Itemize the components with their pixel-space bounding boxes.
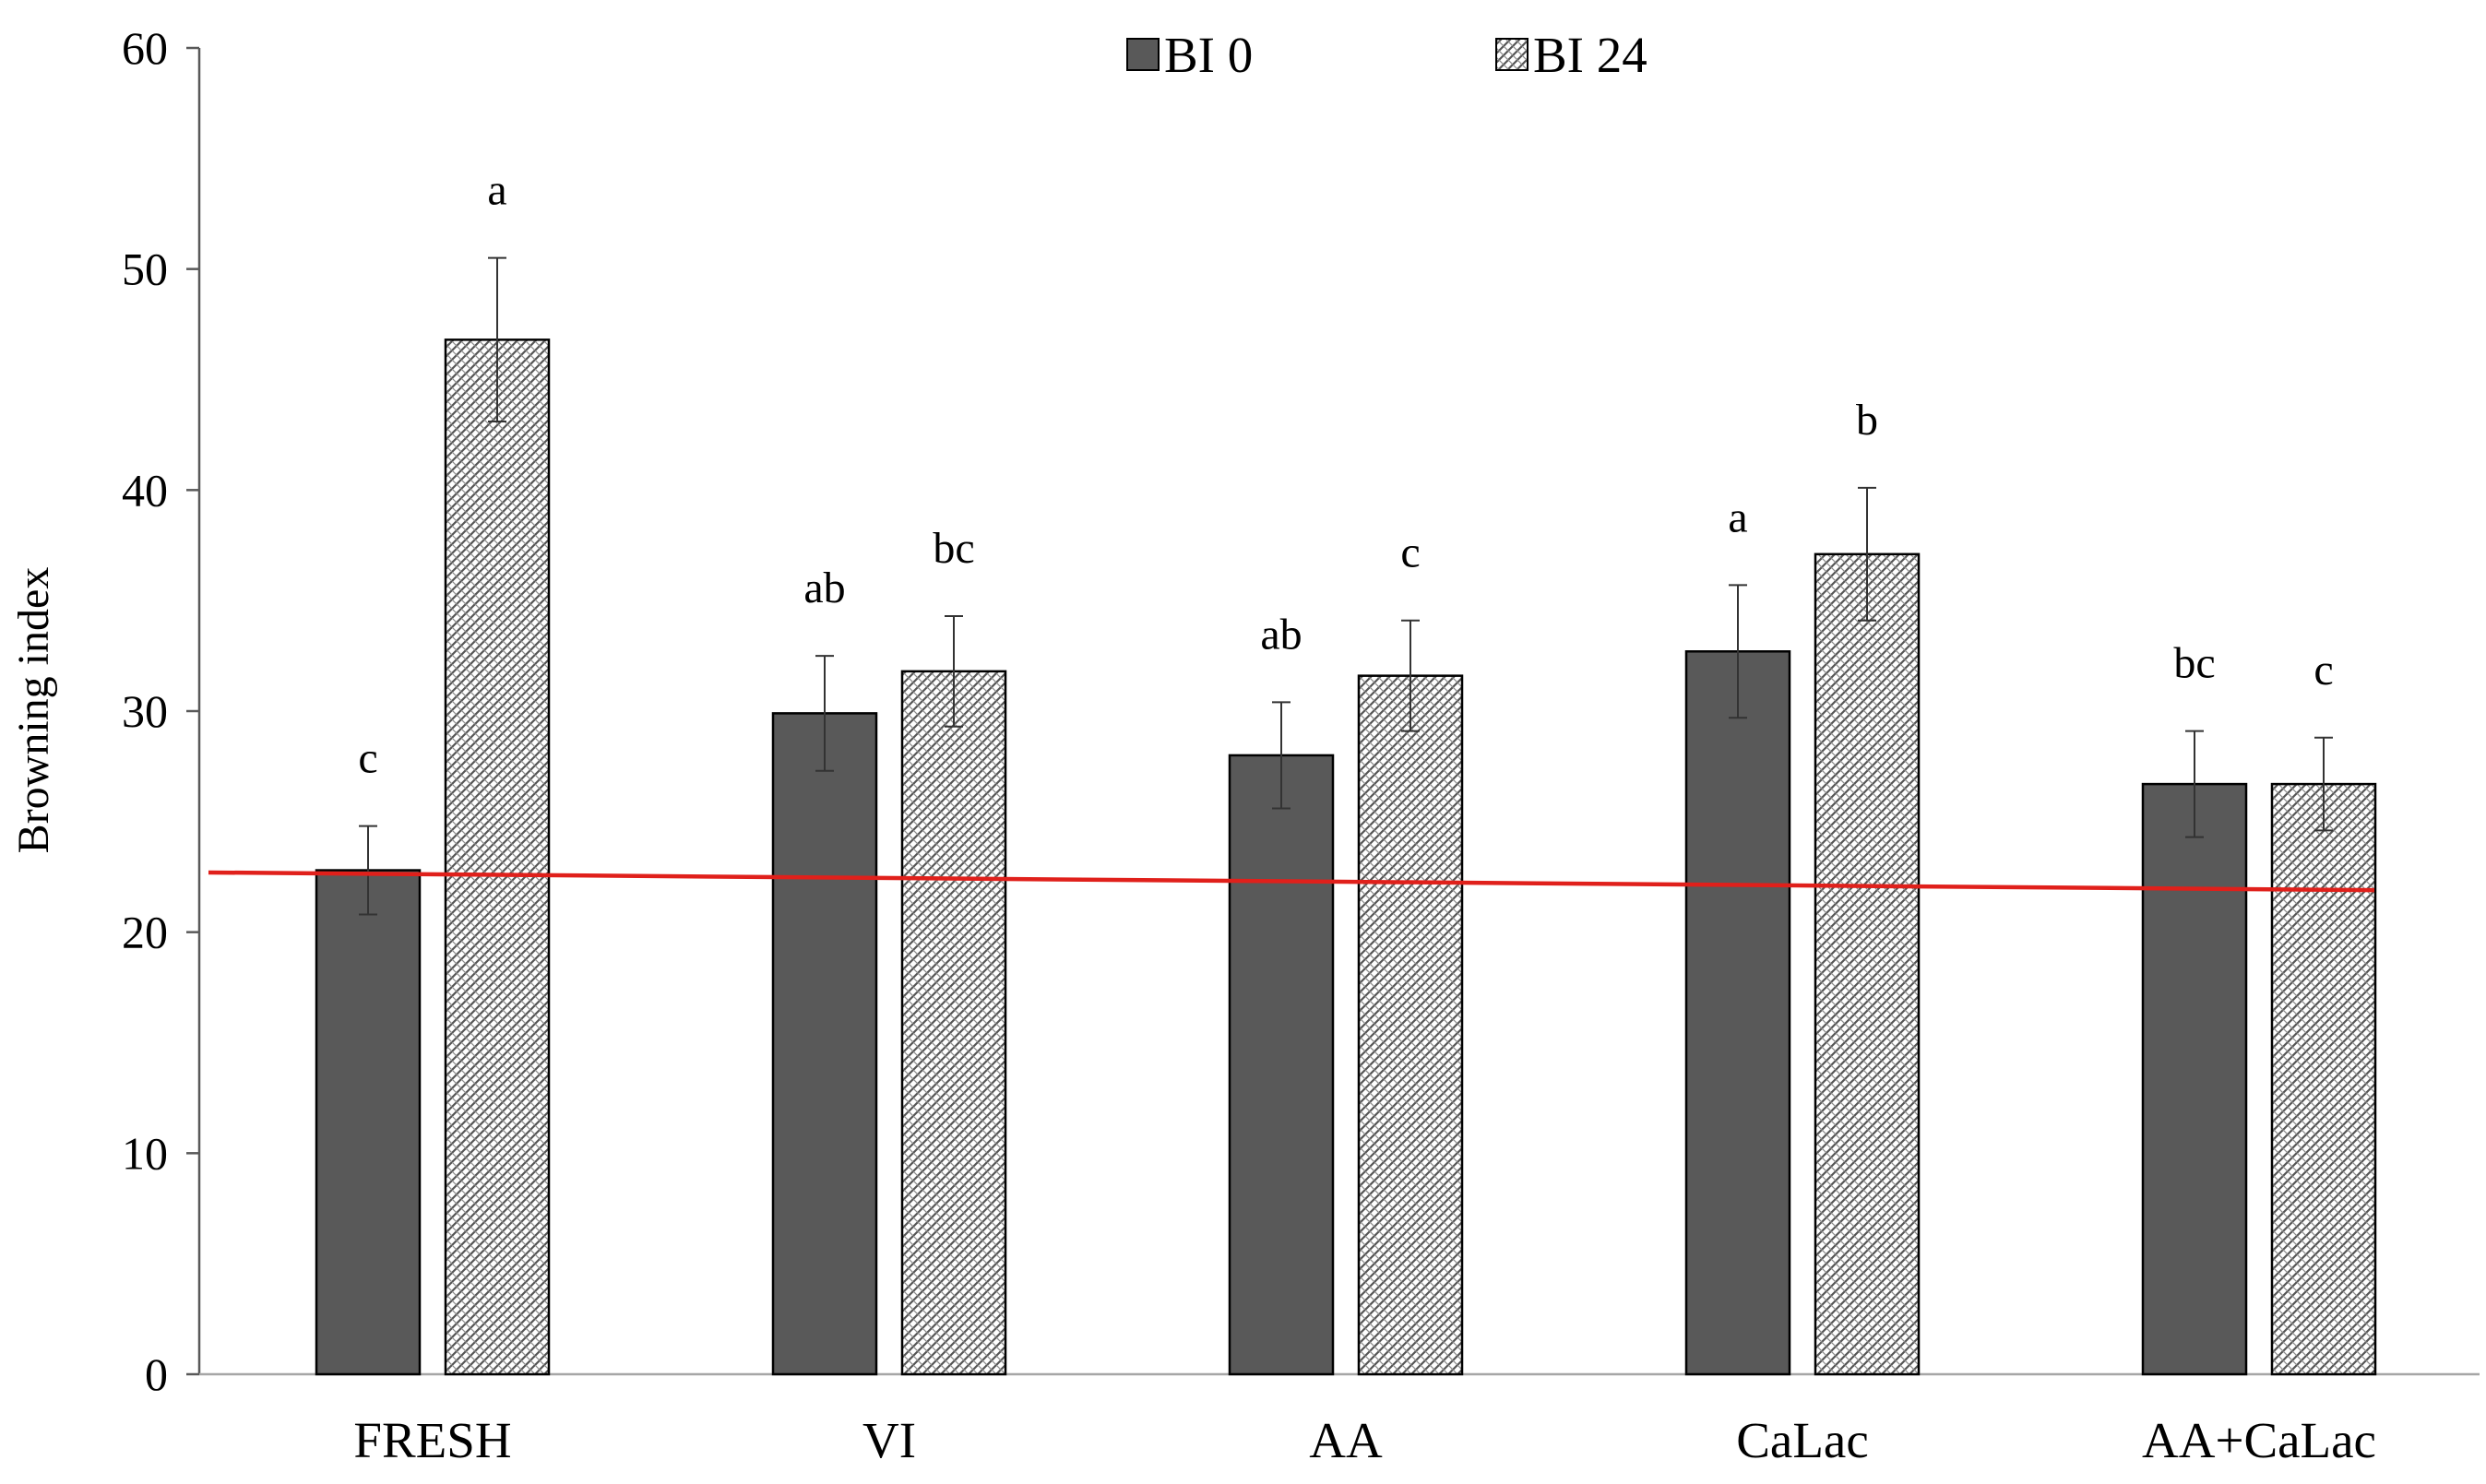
significance-label: c bbox=[358, 734, 377, 783]
y-axis-title: Browning index bbox=[9, 567, 58, 854]
x-tick-label: AA+CaLac bbox=[2142, 1412, 2376, 1468]
x-tick-label: VI bbox=[862, 1412, 916, 1468]
significance-label: c bbox=[1400, 528, 1420, 577]
bar-bi0 bbox=[1228, 754, 1335, 1376]
legend-label: BI 0 bbox=[1164, 27, 1253, 83]
y-tick-label: 60 bbox=[122, 22, 168, 74]
significance-label: ab bbox=[803, 564, 845, 612]
y-tick-label: 10 bbox=[122, 1127, 168, 1179]
bar-bi0 bbox=[315, 869, 422, 1376]
bar-bi24 bbox=[2270, 782, 2377, 1376]
bar-bi24 bbox=[900, 670, 1007, 1376]
significance-label: bc bbox=[2173, 639, 2215, 688]
significance-label: c bbox=[2314, 646, 2333, 695]
significance-label: b bbox=[1856, 396, 1878, 445]
y-tick-label: 0 bbox=[145, 1348, 168, 1400]
bar-bi0 bbox=[2141, 782, 2248, 1376]
x-tick-label: FRESH bbox=[353, 1412, 511, 1468]
x-tick-label: CaLac bbox=[1736, 1412, 1869, 1468]
significance-label: a bbox=[487, 166, 506, 215]
bar-bi0 bbox=[1684, 650, 1791, 1376]
y-tick-label: 30 bbox=[122, 685, 168, 737]
legend-swatch-bi0 bbox=[1126, 38, 1160, 71]
bar-bi0 bbox=[771, 712, 878, 1376]
y-tick-label: 20 bbox=[122, 907, 168, 958]
y-tick-label: 40 bbox=[122, 464, 168, 516]
bar-bi24 bbox=[444, 338, 551, 1376]
reference-line bbox=[208, 870, 2375, 893]
significance-label: ab bbox=[1260, 610, 1302, 659]
legend-swatch-bi24 bbox=[1495, 38, 1528, 71]
y-tick-label: 50 bbox=[122, 243, 168, 295]
x-tick-label: AA bbox=[1309, 1412, 1383, 1468]
bar-bi24 bbox=[1357, 674, 1464, 1376]
significance-label: bc bbox=[933, 524, 974, 573]
legend-label: BI 24 bbox=[1533, 27, 1647, 83]
significance-label: a bbox=[1728, 493, 1747, 541]
bar-bi24 bbox=[1814, 552, 1921, 1376]
